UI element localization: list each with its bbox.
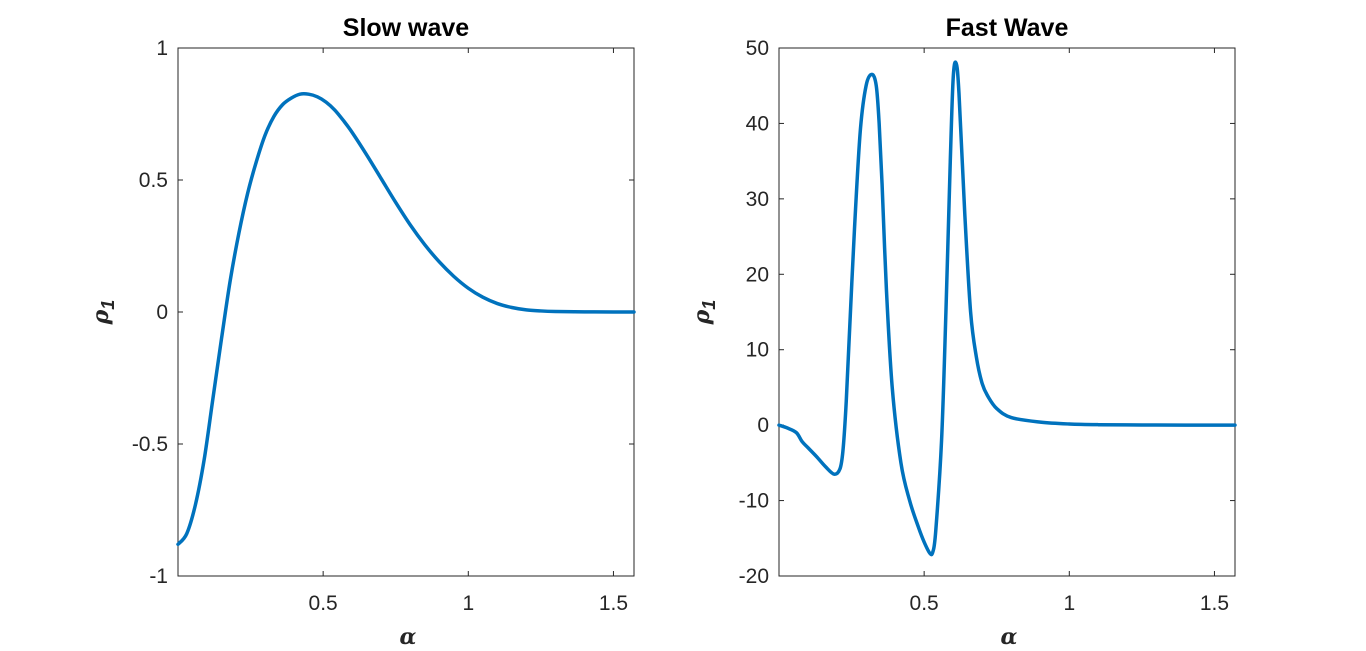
y-tick-label: 20 [746, 263, 769, 286]
y-axis-label: ρ1 [88, 300, 118, 326]
series-line-1 [176, 92, 636, 547]
series-line-1 [777, 60, 1237, 557]
x-axis-label: α [400, 624, 417, 650]
y-tick-label: 0.5 [139, 169, 168, 192]
y-axis-label: ρ1 [689, 300, 719, 326]
axes-frame [778, 47, 1236, 577]
x-tick-label: 1.5 [1200, 592, 1229, 615]
x-tick-label: 0.5 [309, 592, 338, 615]
x-axis-label: α [1001, 624, 1018, 650]
y-tick-label: 1 [156, 37, 168, 60]
y-tick-label: -10 [739, 490, 769, 513]
y-tick-label: -0.5 [132, 433, 168, 456]
y-tick-label: -1 [149, 565, 168, 588]
y-tick-label: 10 [746, 339, 769, 362]
x-tick-label: 1 [1063, 592, 1075, 615]
y-tick-label: -20 [739, 565, 769, 588]
y-tick-label: 0 [757, 414, 769, 437]
x-tick-label: 1 [462, 592, 474, 615]
y-tick-label: 0 [156, 301, 168, 324]
x-tick-label: 0.5 [910, 592, 939, 615]
y-tick-label: 50 [746, 37, 769, 60]
y-tick-label: 40 [746, 112, 769, 135]
chart-panel-1: 0.5 1 1.5 -1 -0.5 0 0.5 1 Slow wave α ρ1 [88, 14, 636, 650]
y-tick-label: 30 [746, 188, 769, 211]
x-tick-label: 1.5 [599, 592, 628, 615]
chart-panel-2: 0.5 1 1.5 -20 -10 0 10 20 30 40 50 Fast Wave α ρ1 [689, 14, 1237, 650]
chart-title: Fast Wave [946, 14, 1069, 42]
chart-title: Slow wave [343, 14, 470, 42]
